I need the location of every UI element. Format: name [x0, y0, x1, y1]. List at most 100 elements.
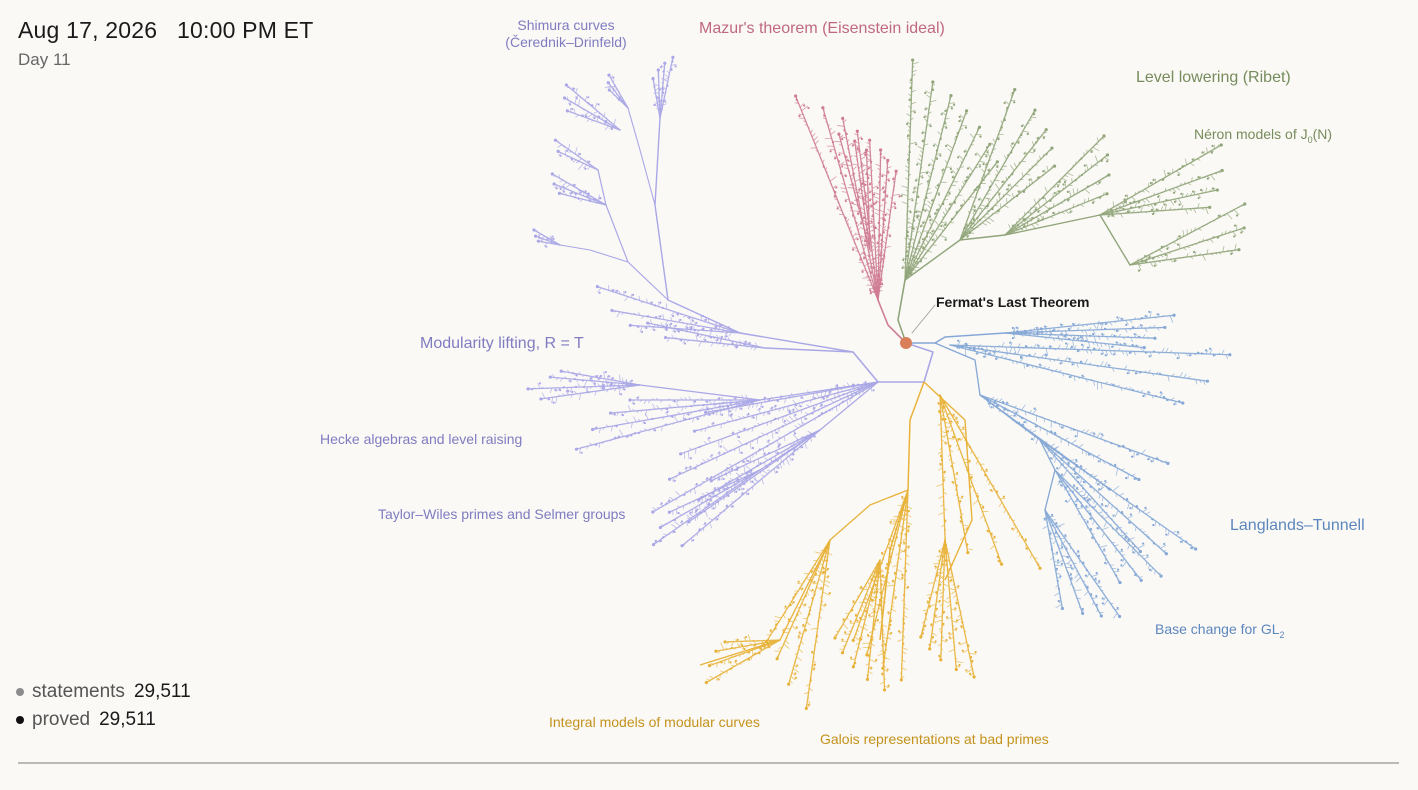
- leaf-node: [775, 657, 779, 661]
- leaf-node: [868, 138, 872, 142]
- leaf-node: [928, 647, 932, 651]
- leaf-node: [865, 677, 870, 681]
- leaf-node: [1050, 146, 1054, 150]
- modularity-trunk: [764, 342, 934, 383]
- leaf-node: [787, 682, 791, 686]
- leaf-node: [1105, 192, 1109, 196]
- leaf-node: [1044, 128, 1048, 132]
- leaf-node: [704, 410, 708, 414]
- shimura-trunk: [654, 117, 854, 353]
- leaf-node: [709, 479, 713, 483]
- leaf-branch: [1099, 206, 1211, 216]
- leaf-node: [949, 94, 953, 98]
- leaf-node: [977, 125, 982, 129]
- leaf-node: [628, 398, 632, 402]
- leaf-node: [1137, 477, 1141, 482]
- header-date: Aug 17, 2026: [18, 17, 158, 43]
- leaf-branch: [537, 240, 561, 246]
- leaf-branch: [854, 140, 871, 251]
- base-change-label[interactable]: Base change for GL2: [1155, 621, 1285, 644]
- leaf-node: [1159, 574, 1163, 578]
- leaf-branch: [900, 489, 909, 681]
- leaf-node: [1220, 168, 1224, 173]
- root-label[interactable]: Fermat's Last Theorem: [936, 294, 1090, 310]
- leaf-branch: [939, 394, 1003, 565]
- leaf-node: [1099, 614, 1103, 618]
- ribet-branch-label[interactable]: Level lowering (Ribet): [1136, 69, 1291, 86]
- leaf-branch: [608, 74, 629, 109]
- leaf-node: [536, 239, 540, 243]
- leaf-node: [1105, 153, 1110, 157]
- leaf-node: [564, 83, 568, 87]
- leaf-node: [988, 142, 992, 146]
- leaf-node: [865, 653, 869, 657]
- leaf-branch: [1039, 439, 1142, 553]
- leaf-branch: [557, 150, 599, 171]
- neron-sub: 0: [1307, 134, 1313, 145]
- leaf-node: [1208, 205, 1212, 209]
- leaf-node: [608, 411, 613, 415]
- leaf-node: [1081, 611, 1085, 615]
- leaf-node: [667, 510, 671, 514]
- galois-branch-label[interactable]: Galois representations at bad primes: [820, 731, 1049, 747]
- leaf-node: [692, 429, 697, 433]
- leaf-node: [886, 158, 890, 162]
- leaf-node: [833, 636, 837, 640]
- leaf-node: [1242, 226, 1246, 230]
- neron-models-label[interactable]: Néron models of J0(N): [1194, 126, 1332, 149]
- leaf-node: [553, 138, 558, 142]
- proved-value: 29,511: [99, 709, 156, 730]
- leaf-node: [559, 369, 563, 373]
- leaf-node: [590, 427, 595, 432]
- leaf-branch: [904, 94, 952, 281]
- leaf-node: [1117, 614, 1122, 619]
- leaf-node: [667, 477, 672, 481]
- leaf-node: [663, 61, 667, 65]
- leaf-node: [1102, 134, 1106, 138]
- leaf-node: [954, 667, 958, 672]
- shimura-line1: Shimura curves: [517, 17, 615, 33]
- leaf-node: [658, 525, 663, 530]
- mazur-branch-label[interactable]: Mazur's theorem (Eisenstein ideal): [699, 20, 945, 37]
- leaf-node: [1052, 164, 1057, 168]
- leaf-branch: [959, 129, 1047, 241]
- statements-value: 29,511: [133, 681, 191, 702]
- hecke-label[interactable]: Hecke algebras and level raising: [320, 431, 523, 447]
- integral-models-label[interactable]: Integral models of modular curves: [549, 714, 760, 730]
- leaf-node: [651, 510, 655, 514]
- leaf-node: [899, 678, 903, 682]
- leaf-node: [557, 191, 562, 195]
- leaf-branch: [794, 95, 879, 301]
- leaf-node: [610, 308, 614, 313]
- leaf-node: [1228, 353, 1232, 357]
- base-change-sub: 2: [1279, 629, 1285, 640]
- leaf-node: [565, 109, 569, 113]
- leaf-node: [1107, 173, 1111, 177]
- leaf-node: [1139, 578, 1143, 582]
- leaf-node: [879, 148, 883, 152]
- leaf-branch: [533, 229, 561, 246]
- leaf-branch: [551, 173, 607, 206]
- leaf-branch: [865, 149, 871, 251]
- leaf-node: [1060, 606, 1064, 611]
- shimura-curves-label[interactable]: Shimura curves (Čerednik–Drinfeld): [505, 17, 626, 51]
- taylor-wiles-trunk: [759, 381, 879, 471]
- leaf-node: [911, 58, 915, 62]
- root-node: [900, 337, 912, 349]
- leaf-node: [548, 375, 552, 379]
- leaf-node: [607, 73, 611, 77]
- statements-dot-icon: [16, 688, 24, 696]
- modularity-branch-label[interactable]: Modularity lifting, R = T: [420, 335, 584, 352]
- leaf-node: [972, 675, 976, 679]
- taylor-wiles-label[interactable]: Taylor–Wiles primes and Selmer groups: [378, 506, 626, 522]
- neron-suffix: (N): [1312, 126, 1333, 142]
- leaf-node: [556, 149, 560, 154]
- leaf-node: [1194, 547, 1198, 551]
- leaf-node: [793, 94, 798, 98]
- leaf-node: [995, 160, 999, 164]
- leaf-branch: [852, 559, 881, 668]
- stat-statements: statements 29,511: [16, 678, 191, 706]
- langlands-branch-label[interactable]: Langlands–Tunnell: [1230, 517, 1365, 534]
- leaf-node: [1033, 108, 1037, 112]
- header-day: Day 11: [18, 50, 71, 69]
